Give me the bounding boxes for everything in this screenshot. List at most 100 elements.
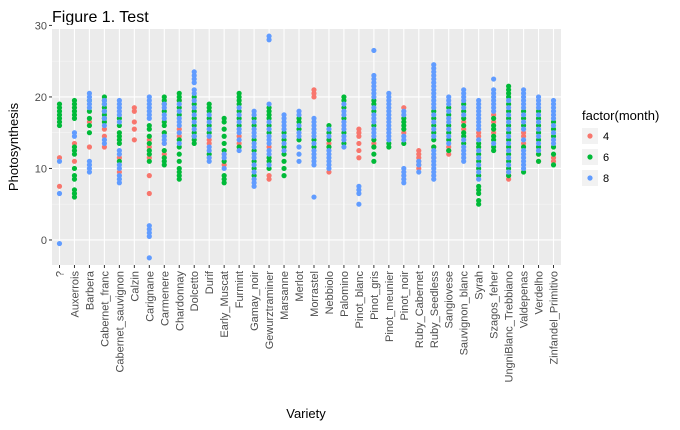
data-point	[550, 162, 557, 168]
data-point	[266, 151, 272, 157]
data-point	[176, 176, 182, 182]
data-point	[56, 119, 63, 125]
data-point	[251, 183, 257, 189]
data-point	[341, 130, 347, 136]
data-point	[86, 97, 93, 104]
data-point	[86, 108, 93, 114]
x-tick-label: Auxerrois	[69, 271, 81, 318]
data-point	[431, 122, 437, 129]
data-point	[221, 115, 227, 121]
data-point	[476, 144, 482, 150]
data-point	[206, 119, 212, 125]
data-point	[86, 169, 93, 175]
data-point	[101, 140, 107, 147]
data-point	[520, 94, 527, 100]
data-point	[506, 144, 512, 150]
data-point	[520, 130, 527, 136]
data-point	[491, 112, 497, 118]
data-point	[146, 155, 152, 161]
data-point	[311, 140, 317, 147]
data-point	[535, 147, 542, 154]
data-point	[476, 151, 482, 157]
data-point	[341, 97, 347, 104]
data-point	[221, 155, 227, 161]
data-point	[341, 119, 347, 125]
data-point	[206, 130, 212, 136]
x-tick-label: Pinot_noir	[399, 271, 411, 321]
data-point	[506, 108, 512, 114]
data-point	[56, 112, 63, 118]
data-point	[206, 122, 212, 129]
data-point	[296, 119, 302, 125]
data-point	[506, 105, 512, 111]
data-point	[326, 144, 332, 150]
data-point	[161, 162, 167, 168]
data-point	[506, 119, 512, 125]
data-point	[341, 137, 347, 143]
data-point	[176, 122, 182, 129]
legend-key-marker	[587, 175, 593, 181]
data-point	[476, 155, 482, 161]
data-point	[520, 155, 527, 161]
data-point	[191, 101, 197, 107]
data-point	[461, 101, 467, 107]
data-point	[386, 126, 392, 132]
data-point	[191, 87, 197, 93]
data-point	[371, 144, 377, 150]
data-point	[86, 94, 93, 100]
data-point	[116, 169, 122, 175]
data-point	[281, 112, 287, 118]
data-point	[446, 101, 452, 107]
data-point	[371, 83, 377, 89]
data-point	[236, 97, 242, 104]
data-point	[550, 115, 557, 121]
data-point	[266, 112, 272, 118]
data-point	[251, 155, 257, 161]
data-point	[431, 173, 437, 179]
data-point	[296, 126, 302, 132]
legend-key-marker	[587, 133, 593, 139]
data-point	[386, 101, 392, 107]
data-point	[535, 119, 542, 125]
data-point	[221, 147, 227, 154]
data-point	[296, 151, 302, 157]
data-point	[116, 151, 122, 157]
legend-label: 4	[603, 131, 609, 143]
data-point	[491, 130, 497, 136]
data-point	[176, 108, 182, 114]
data-point	[116, 122, 122, 129]
data-point	[506, 94, 512, 100]
data-point	[236, 144, 242, 150]
data-point	[446, 97, 452, 104]
x-tick-label: Marsanne	[279, 271, 291, 320]
data-point	[251, 122, 257, 129]
data-point	[116, 140, 122, 147]
data-point	[506, 162, 512, 168]
data-point	[431, 147, 437, 154]
data-point	[446, 126, 452, 132]
data-point	[71, 158, 78, 164]
data-point	[341, 126, 347, 132]
data-point	[116, 105, 122, 111]
data-point	[101, 119, 107, 125]
data-point	[476, 165, 482, 172]
data-point	[176, 137, 182, 143]
data-point	[176, 151, 182, 157]
data-point	[56, 183, 63, 189]
data-point	[311, 151, 317, 157]
data-point	[206, 151, 212, 157]
data-point	[101, 94, 107, 100]
data-point	[131, 137, 137, 143]
data-point	[476, 198, 482, 204]
data-point	[386, 112, 392, 118]
data-point	[56, 190, 63, 197]
data-point	[371, 87, 377, 93]
data-point	[476, 108, 482, 114]
data-point	[461, 105, 467, 111]
data-point	[146, 226, 152, 232]
data-point	[535, 115, 542, 121]
data-point	[491, 97, 497, 104]
data-point	[251, 137, 257, 143]
data-point	[191, 115, 197, 121]
data-point	[506, 137, 512, 143]
